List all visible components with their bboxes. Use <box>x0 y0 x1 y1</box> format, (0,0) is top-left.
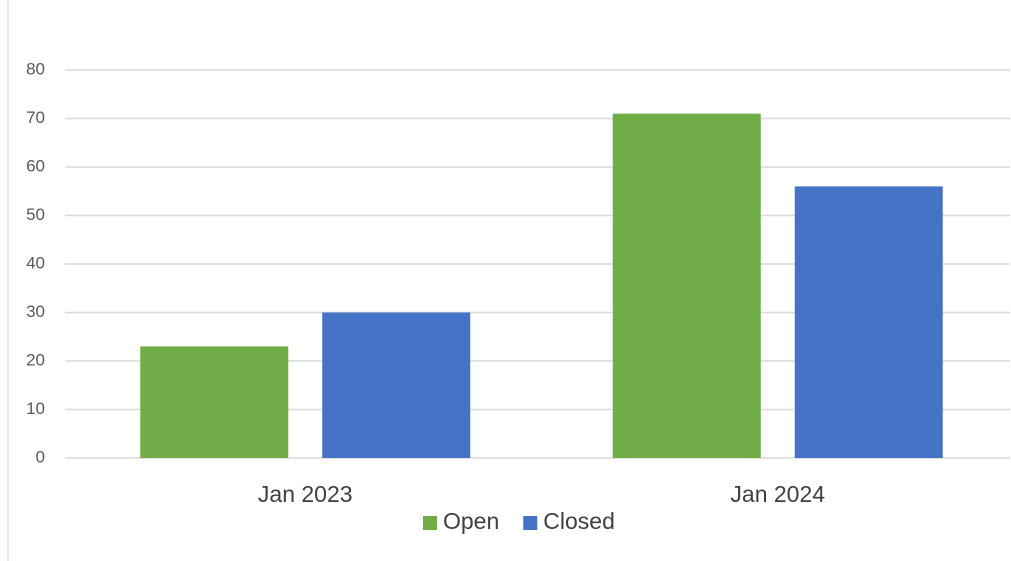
x-tick-label: Jan 2023 <box>258 481 353 507</box>
bar <box>612 113 761 459</box>
bar <box>322 312 471 458</box>
bar <box>140 346 289 458</box>
legend-label: Closed <box>543 508 615 534</box>
y-tick-label: 0 <box>36 447 45 466</box>
y-tick-label: 80 <box>26 59 45 78</box>
legend-swatch <box>423 516 437 530</box>
bar <box>794 186 943 458</box>
y-tick-label: 60 <box>26 156 45 175</box>
y-tick-label: 40 <box>26 253 45 272</box>
y-tick-label: 10 <box>26 399 45 418</box>
y-tick-label: 30 <box>26 302 45 321</box>
y-tick-label: 20 <box>26 350 45 369</box>
legend-swatch <box>523 516 538 530</box>
x-tick-label: Jan 2024 <box>730 481 825 507</box>
legend-label: Open <box>443 508 499 534</box>
y-tick-label: 50 <box>26 205 45 224</box>
y-tick-label: 70 <box>26 108 45 127</box>
